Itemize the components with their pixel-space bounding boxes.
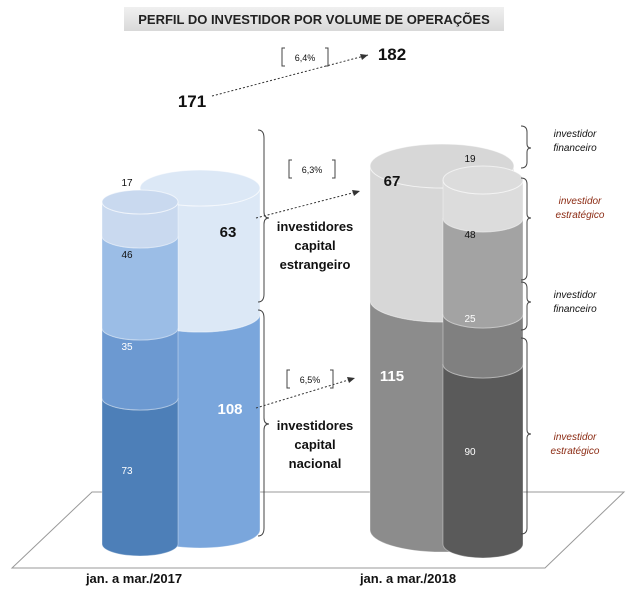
seg-foreign-fin-2018: 19	[464, 154, 476, 165]
group-national-2018: 115	[380, 368, 404, 385]
seg-national-str-2017: 73	[121, 466, 133, 477]
total-2018: 182	[378, 45, 406, 64]
cylinders-layer	[101, 143, 524, 559]
side-label-3-l2: financeiro	[553, 304, 597, 315]
arrow-head-foreign	[352, 190, 360, 196]
seg-foreign-strategic-2018	[442, 217, 524, 329]
chart-title: PERFIL DO INVESTIDOR POR VOLUME DE OPERA…	[138, 12, 490, 27]
seg-national-strategic-2017	[101, 397, 179, 557]
arrow-foreign-growth	[255, 190, 361, 219]
group-label-foreign-l3: estrangeiro	[280, 257, 351, 272]
bracket-national-2017	[257, 309, 270, 537]
bracket-national-financial-2018	[520, 281, 532, 331]
small-top-cap-2017	[101, 189, 179, 215]
arrow-head-national	[347, 377, 355, 383]
group-label-foreign-l2: capital	[294, 238, 335, 253]
arrow-national-growth	[255, 377, 356, 409]
group-national-2017: 108	[217, 401, 242, 418]
side-label-2-l2: estratégico	[556, 210, 605, 221]
group-label-national-l3: nacional	[289, 456, 342, 471]
pct-box-national	[286, 369, 334, 389]
seg-national-strategic-2018	[442, 363, 524, 559]
arrow-total-growth	[211, 54, 369, 97]
group-label-national-l1: investidores	[277, 418, 354, 433]
category-label-2018: jan. a mar./2018	[359, 571, 456, 586]
seg-national-str-2018: 90	[464, 447, 476, 458]
side-label-1-l1: investidor	[554, 129, 597, 140]
side-label-4-l1: investidor	[554, 432, 597, 443]
arrow-head-total	[360, 54, 368, 60]
seg-foreign-fin-2017: 17	[121, 178, 133, 189]
group-foreign-2017: 63	[220, 224, 237, 241]
seg-national-fin-2017: 35	[121, 342, 133, 353]
group-label-national-l2: capital	[294, 437, 335, 452]
group-label-foreign-l1: investidores	[277, 219, 354, 234]
small-top-cap-2018	[442, 165, 524, 195]
side-label-3-l1: investidor	[554, 290, 597, 301]
side-label-2-l1: investidor	[559, 196, 602, 207]
category-label-2017: jan. a mar./2017	[85, 571, 182, 586]
pct-national: 6,5%	[300, 375, 321, 385]
side-label-1-l2: financeiro	[553, 143, 597, 154]
side-label-4-l2: estratégico	[551, 446, 600, 457]
seg-foreign-strategic-2017	[101, 235, 179, 341]
seg-foreign-str-2018: 48	[464, 230, 476, 241]
bracket-foreign-2017	[257, 129, 270, 303]
seg-foreign-str-2017: 46	[121, 250, 133, 261]
pct-box-foreign	[288, 159, 336, 179]
pct-box-total	[281, 47, 329, 67]
bracket-national-strategic-2018	[520, 337, 532, 535]
bracket-foreign-strategic-2018	[520, 177, 532, 281]
total-2017: 171	[178, 92, 206, 111]
pct-foreign: 6,3%	[302, 165, 323, 175]
group-foreign-2018: 67	[384, 173, 401, 190]
pct-total: 6,4%	[295, 53, 316, 63]
seg-national-fin-2018: 25	[464, 314, 476, 325]
title-background	[124, 7, 504, 31]
bracket-foreign-financial-2018	[520, 125, 532, 169]
